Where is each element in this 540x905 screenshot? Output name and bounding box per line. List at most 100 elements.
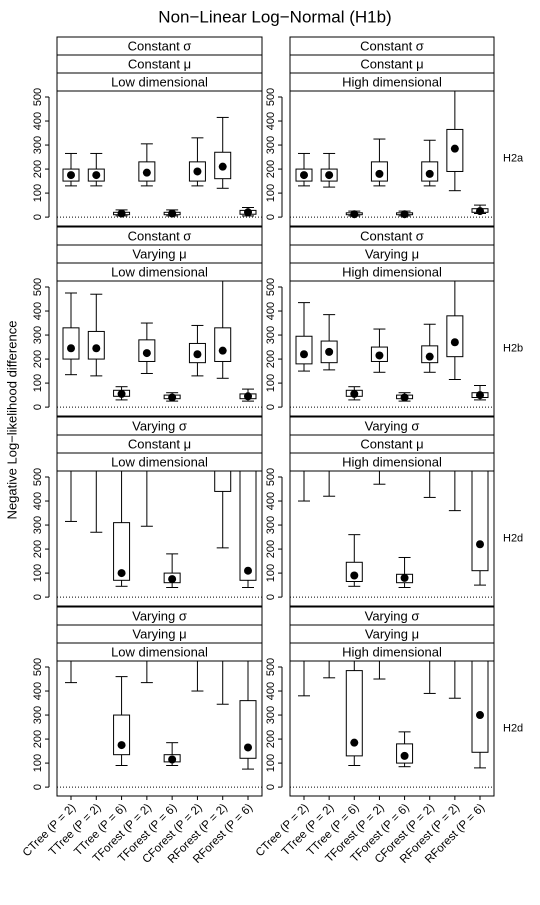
strip-label: Low dimensional bbox=[111, 644, 208, 659]
row-label: H2b bbox=[503, 342, 523, 354]
y-tick-label: 300 bbox=[265, 516, 277, 534]
mean-point bbox=[168, 575, 177, 584]
y-tick-label: 400 bbox=[32, 112, 44, 130]
y-tick-label: 200 bbox=[32, 350, 44, 368]
y-tick-label: 500 bbox=[32, 278, 44, 296]
strip-label: Low dimensional bbox=[111, 74, 208, 89]
panel-frame bbox=[289, 470, 495, 607]
y-tick-label: 300 bbox=[32, 136, 44, 154]
mean-point bbox=[350, 571, 359, 580]
mean-point bbox=[350, 389, 359, 398]
y-tick-label: 500 bbox=[32, 658, 44, 676]
mean-point bbox=[92, 171, 101, 180]
strip-label: Constant μ bbox=[128, 56, 191, 71]
y-tick-label: 300 bbox=[265, 706, 277, 724]
strip-label: Varying σ bbox=[365, 418, 420, 433]
panel-frame bbox=[289, 90, 495, 227]
mean-point bbox=[168, 393, 177, 402]
y-tick-label: 300 bbox=[32, 516, 44, 534]
y-tick-label: 500 bbox=[32, 88, 44, 106]
box bbox=[214, 327, 232, 362]
strip-label: High dimensional bbox=[342, 644, 442, 659]
strip-label: Varying μ bbox=[365, 626, 419, 641]
mean-point bbox=[476, 391, 484, 400]
mean-point bbox=[117, 209, 126, 218]
y-tick-label: 0 bbox=[32, 784, 44, 790]
y-tick-label: 0 bbox=[265, 214, 277, 220]
panel bbox=[57, 116, 262, 218]
y-tick-label: 500 bbox=[265, 658, 277, 676]
y-tick-label: 0 bbox=[265, 594, 277, 600]
y-tick-label: 300 bbox=[32, 326, 44, 344]
y-tick-label: 400 bbox=[265, 112, 277, 130]
mean-point bbox=[67, 171, 75, 180]
y-axis-label: Negative Log−likelihood difference bbox=[4, 321, 19, 520]
mean-point bbox=[350, 210, 359, 219]
mean-point bbox=[193, 167, 202, 176]
panel-frame bbox=[56, 660, 263, 797]
mean-point bbox=[325, 347, 334, 356]
mean-point bbox=[168, 755, 177, 764]
y-tick-label: 400 bbox=[32, 302, 44, 320]
panel-frame bbox=[56, 470, 263, 607]
strip-label: High dimensional bbox=[342, 454, 442, 469]
y-tick-label: 500 bbox=[265, 88, 277, 106]
mean-point bbox=[218, 162, 227, 171]
mean-point bbox=[476, 207, 484, 216]
y-tick-label: 200 bbox=[32, 540, 44, 558]
mean-point bbox=[400, 751, 409, 760]
y-tick-label: 400 bbox=[32, 492, 44, 510]
y-tick-label: 200 bbox=[265, 540, 277, 558]
mean-point bbox=[476, 711, 484, 720]
strip-label: Constant μ bbox=[128, 436, 191, 451]
box bbox=[214, 471, 232, 492]
chart-title: Non−Linear Log−Normal (H1b) bbox=[158, 7, 391, 26]
y-tick-label: 0 bbox=[265, 404, 277, 410]
panel-frame bbox=[56, 90, 263, 227]
y-tick-label: 0 bbox=[32, 404, 44, 410]
mean-point bbox=[117, 569, 126, 578]
y-tick-label: 100 bbox=[265, 754, 277, 772]
row-label: H2d bbox=[503, 532, 523, 544]
box bbox=[471, 471, 489, 572]
mean-point bbox=[193, 350, 202, 359]
box bbox=[295, 335, 313, 365]
y-tick-label: 100 bbox=[265, 564, 277, 582]
panel bbox=[290, 661, 494, 788]
y-tick-label: 100 bbox=[265, 184, 277, 202]
y-tick-label: 200 bbox=[32, 730, 44, 748]
mean-point bbox=[244, 208, 252, 217]
strip-label: Varying μ bbox=[132, 626, 186, 641]
row-label: H2a bbox=[503, 152, 524, 164]
row-label: H2d bbox=[503, 722, 523, 734]
box bbox=[62, 327, 80, 360]
mean-point bbox=[476, 540, 484, 549]
strip-label: Low dimensional bbox=[111, 454, 208, 469]
y-tick-label: 0 bbox=[32, 214, 44, 220]
y-tick-label: 100 bbox=[265, 374, 277, 392]
mean-point bbox=[350, 738, 359, 747]
strip-label: Constant σ bbox=[128, 38, 192, 53]
strip-label: Varying σ bbox=[365, 608, 420, 623]
panel bbox=[57, 471, 262, 598]
mean-point bbox=[450, 144, 459, 153]
y-tick-label: 200 bbox=[265, 730, 277, 748]
box bbox=[471, 661, 489, 753]
y-tick-label: 0 bbox=[32, 594, 44, 600]
y-tick-label: 300 bbox=[265, 326, 277, 344]
mean-point bbox=[117, 389, 126, 398]
mean-point bbox=[142, 349, 151, 358]
y-tick-label: 500 bbox=[265, 278, 277, 296]
mean-point bbox=[117, 741, 126, 750]
panel bbox=[290, 281, 494, 408]
mean-point bbox=[142, 168, 151, 177]
mean-point bbox=[400, 573, 409, 582]
strip-label: Varying σ bbox=[132, 608, 187, 623]
y-tick-label: 100 bbox=[32, 374, 44, 392]
y-tick-label: 100 bbox=[32, 564, 44, 582]
mean-point bbox=[244, 392, 252, 401]
box bbox=[446, 315, 464, 358]
y-tick-label: 200 bbox=[32, 160, 44, 178]
strip-label: Constant σ bbox=[360, 38, 424, 53]
